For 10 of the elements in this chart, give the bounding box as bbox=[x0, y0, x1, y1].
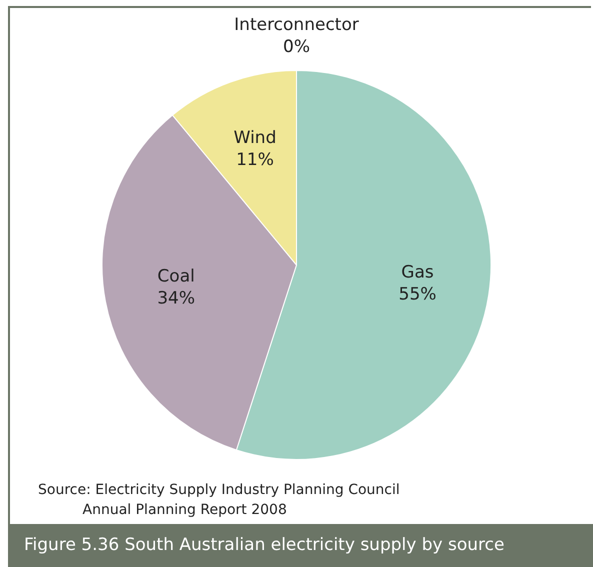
slice-label: Gas bbox=[401, 262, 434, 283]
data-label: 55% bbox=[398, 284, 436, 305]
source-note: Source: Electricity Supply Industry Planning Council Annual Planning Report 2008 bbox=[38, 481, 400, 520]
data-label: 34% bbox=[157, 288, 196, 308]
text: Figure 5.36 South Australian electricity supply by source bbox=[8, 524, 593, 567]
slice-label: Wind bbox=[234, 128, 276, 148]
slice-label: Coal bbox=[157, 266, 195, 286]
category-label: Interconnector bbox=[234, 14, 359, 35]
text: 0% bbox=[283, 36, 310, 57]
data-label: 11% bbox=[236, 150, 274, 170]
